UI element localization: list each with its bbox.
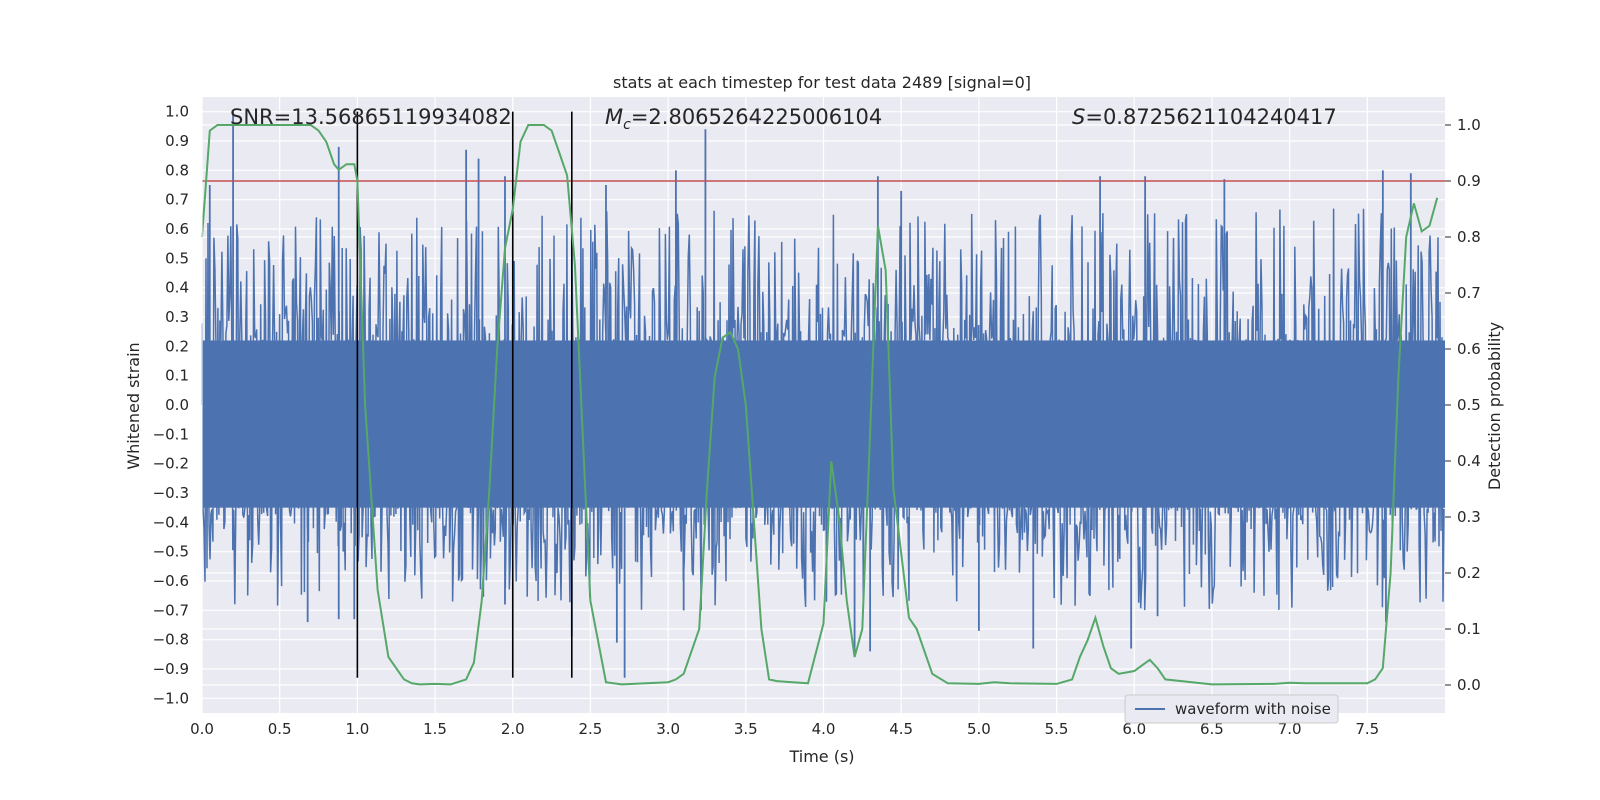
y2-tick-label: 0.3 <box>1457 508 1481 526</box>
waveform-core-band <box>202 340 1445 508</box>
y2-tick-label: 0.9 <box>1457 172 1481 190</box>
y-tick-label: −0.7 <box>153 601 189 619</box>
y-tick-label: 1.0 <box>165 103 189 121</box>
y2-tick-label: 0.0 <box>1457 676 1481 694</box>
y-tick-label: −0.8 <box>153 631 189 649</box>
y-tick-label: −0.9 <box>153 660 189 678</box>
probability-series <box>201 124 1439 686</box>
x-tick-label: 3.0 <box>656 720 680 738</box>
y-tick-label: 0.8 <box>165 161 189 179</box>
x-tick-label: 1.5 <box>423 720 447 738</box>
y-tick-label: −0.1 <box>153 425 189 443</box>
y-tick-label: 0.5 <box>165 249 189 267</box>
chirp-mass-subscript: c <box>623 117 631 133</box>
y2-tick-label: 0.5 <box>1457 396 1481 414</box>
x-tick-label: 6.0 <box>1122 720 1146 738</box>
y-tick-label: −0.5 <box>153 543 189 561</box>
x-tick-label: 2.5 <box>579 720 603 738</box>
snr-annotation: SNR=13.56865119934082 <box>230 105 512 129</box>
y-tick-label: 0.4 <box>165 279 189 297</box>
y-tick-label: −0.6 <box>153 572 189 590</box>
chart-title: stats at each timestep for test data 248… <box>613 73 1031 92</box>
y-tick-label: −0.3 <box>153 484 189 502</box>
x-tick-label: 4.0 <box>812 720 836 738</box>
x-tick-label: 4.5 <box>889 720 913 738</box>
y2-tick-label: 0.8 <box>1457 228 1481 246</box>
chirp-mass-symbol: M <box>605 105 623 129</box>
y2-tick-label: 0.6 <box>1457 340 1481 358</box>
legend: waveform with noise <box>1124 694 1339 724</box>
s-annotation: S=0.8725621104240417 <box>1072 105 1337 129</box>
y-tick-label: 0.1 <box>165 367 189 385</box>
y2-tick-label: 0.4 <box>1457 452 1481 470</box>
chirp-mass-annotation: Mc=2.8065264225006104 <box>605 105 882 133</box>
y-tick-label: 0.3 <box>165 308 189 326</box>
y-tick-label: −0.4 <box>153 513 189 531</box>
x-tick-label: 5.5 <box>1045 720 1069 738</box>
x-axis-label: Time (s) <box>788 747 854 766</box>
x-tick-label: 2.0 <box>501 720 525 738</box>
y2-tick-label: 0.7 <box>1457 284 1481 302</box>
detection-probability-line <box>201 124 1439 686</box>
y2-tick-label: 1.0 <box>1457 116 1481 134</box>
y-tick-label: −0.2 <box>153 455 189 473</box>
y2-axis-label: Detection probability <box>1485 322 1504 490</box>
y-axis-label: Whitened strain <box>124 342 143 469</box>
y-tick-label: 0.6 <box>165 220 189 238</box>
x-tick-label: 7.5 <box>1355 720 1379 738</box>
x-tick-label: 5.0 <box>967 720 991 738</box>
y-tick-label: 0.0 <box>165 396 189 414</box>
y-tick-label: 0.9 <box>165 132 189 150</box>
axes: 0.0 0.5 1.0 1.5 2.0 2.5 3.0 3.5 4.0 4.5 5.0 5.5 6.0 6… <box>153 97 1481 738</box>
chirp-mass-value: =2.8065264225006104 <box>631 105 882 129</box>
legend-box <box>1124 694 1339 724</box>
x-tick-label: 0.5 <box>268 720 292 738</box>
x-tick-label: 6.5 <box>1200 720 1224 738</box>
x-tick-label: 0.0 <box>190 720 214 738</box>
x-tick-label: 7.0 <box>1278 720 1302 738</box>
y2-tick-label: 0.2 <box>1457 564 1481 582</box>
s-value: =0.8725621104240417 <box>1085 105 1336 129</box>
x-tick-label: 1.0 <box>345 720 369 738</box>
waveform-series <box>201 111 1445 678</box>
y-tick-label: 0.7 <box>165 191 189 209</box>
s-symbol: S <box>1072 105 1085 129</box>
x-tick-label: 3.5 <box>734 720 758 738</box>
y-tick-label: −1.0 <box>153 689 189 707</box>
y-tick-label: 0.2 <box>165 337 189 355</box>
y2-tick-label: 0.1 <box>1457 620 1481 638</box>
legend-label: waveform with noise <box>1175 700 1331 718</box>
